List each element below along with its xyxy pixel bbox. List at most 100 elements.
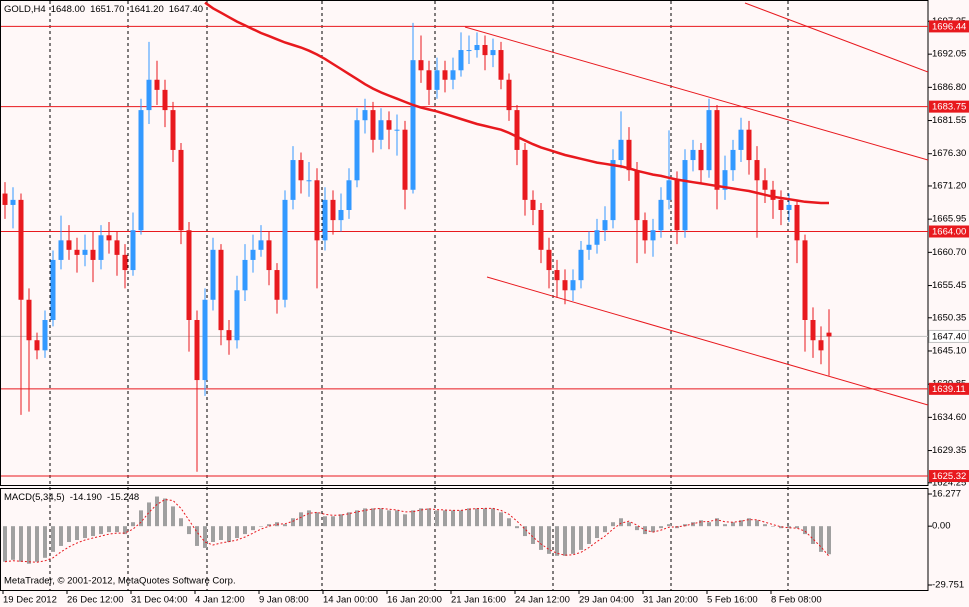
macd-bar: [315, 512, 319, 527]
candle-body: [90, 249, 96, 260]
candle-body: [2, 193, 8, 205]
candle-body: [266, 240, 272, 271]
candle-body: [514, 110, 520, 150]
macd-bar: [619, 518, 623, 527]
macd-bar: [723, 524, 727, 527]
macd-bar: [227, 526, 231, 542]
candle-body: [746, 129, 752, 161]
candles: [2, 1, 832, 472]
macd-bar: [331, 516, 335, 527]
candle-body: [690, 149, 696, 161]
candle-body: [714, 110, 720, 190]
macd-bar: [347, 512, 351, 527]
current-price-box: [928, 329, 969, 343]
candle-body: [722, 170, 728, 190]
macd-bar: [187, 526, 191, 535]
trend-line: [744, 2, 928, 73]
candle-body: [154, 79, 160, 90]
candle-body: [34, 340, 40, 351]
x-tick-label: 9 Jan 08:00: [259, 595, 309, 606]
candle-body: [554, 270, 560, 281]
macd-bar: [243, 526, 247, 535]
macd-bar: [291, 518, 295, 527]
x-tick-label: 5 Feb 16:00: [707, 595, 758, 606]
open-label: 1648.00: [51, 4, 85, 15]
macd-y-tick-label: 16.277: [932, 489, 961, 500]
macd-bar: [235, 526, 239, 539]
macd-bar: [611, 522, 615, 527]
x-tick-label: 31 Jan 20:00: [643, 595, 698, 606]
macd-bar: [475, 508, 479, 527]
macd-bar: [427, 508, 431, 527]
x-tick-label: 21 Jan 16:00: [451, 595, 506, 606]
macd-bar: [699, 520, 703, 527]
candle-body: [138, 110, 144, 231]
macd-bar: [515, 526, 519, 529]
candle-body: [482, 44, 488, 56]
candle-body: [210, 249, 216, 300]
main-panel-frame: [0, 0, 929, 486]
macd-bar: [739, 520, 743, 527]
candle-body: [194, 319, 200, 381]
candle-body: [330, 199, 336, 221]
candle-body: [602, 220, 608, 231]
macd-bar: [43, 526, 47, 558]
y-tick-label: 1645.10: [932, 345, 966, 356]
level-label: 1639.11: [932, 384, 966, 395]
macd-bar: [491, 508, 495, 527]
x-tick-label: 8 Feb 08:00: [771, 595, 822, 606]
candle-body: [250, 249, 256, 260]
candle-body: [778, 199, 784, 210]
macd-bar: [779, 526, 783, 529]
macd-bar: [131, 522, 135, 527]
candle-body: [402, 129, 408, 190]
y-tick-label: 1686.80: [932, 82, 966, 93]
candle-body: [770, 189, 776, 200]
candle-body: [738, 129, 744, 150]
candle-body: [186, 230, 192, 320]
macd-bar: [603, 526, 607, 533]
candle-body: [642, 220, 648, 241]
candle-body: [530, 199, 536, 210]
macd-bar: [435, 510, 439, 527]
y-tick-label: 1676.30: [932, 148, 966, 159]
candle-body: [234, 290, 240, 341]
candle-body: [810, 319, 816, 341]
candle-body: [386, 120, 392, 130]
macd-bar: [67, 526, 71, 542]
candle-body: [610, 160, 616, 221]
macd-bar: [139, 510, 143, 527]
candle-body: [242, 259, 248, 291]
macd-bar: [747, 518, 751, 527]
credit: MetaTrader, © 2001-2012, MetaQuotes Soft…: [4, 576, 236, 587]
candle-body: [74, 249, 80, 255]
macd-y-tick-label: -29.751: [932, 580, 964, 591]
macd-bar: [627, 522, 631, 527]
macd-bar: [811, 526, 815, 544]
macd-bar: [563, 526, 567, 556]
trend-line: [486, 276, 928, 406]
level-label: 1664.00: [932, 227, 966, 238]
y-tick-label: 1655.45: [932, 280, 966, 291]
candle-body: [258, 240, 264, 250]
candle-body: [370, 110, 376, 140]
x-tick-label: 19 Dec 2012: [3, 595, 57, 606]
candle-body: [58, 240, 64, 260]
levels: [1, 25, 928, 477]
macd-bar: [203, 526, 207, 548]
candle-body: [826, 332, 832, 337]
macd-bar: [355, 510, 359, 527]
macd-bar: [755, 520, 759, 527]
macd-bar: [19, 526, 23, 562]
candle-body: [490, 50, 496, 56]
level-box: [929, 470, 969, 483]
macd-bar: [411, 510, 415, 527]
y-tick-label: 1665.95: [932, 214, 966, 225]
macd-bar: [123, 526, 127, 535]
level-box: [929, 225, 969, 238]
macd-bar: [3, 526, 7, 562]
macd-bar: [211, 526, 215, 542]
candle-body: [162, 89, 168, 111]
macd-bar: [795, 526, 799, 529]
candle-body: [434, 70, 440, 90]
